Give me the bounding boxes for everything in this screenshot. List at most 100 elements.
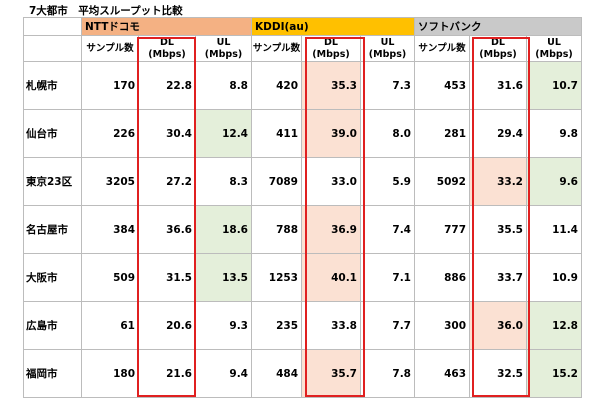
softbank-ul-cell: 9.8	[526, 109, 582, 158]
header-ul-line: UL	[547, 36, 561, 48]
docomo-dl-cell: 21.6	[138, 349, 196, 398]
carrier-docomo: NTTドコモ	[81, 17, 252, 36]
softbank-dl-cell: 31.6	[469, 61, 527, 110]
header-ul-line: (Mbps)	[204, 48, 243, 60]
softbank-dl-cell: 36.0	[469, 301, 527, 350]
table-row: 福岡市 180 21.6 9.4 484 35.7 7.8 463 32.5 15.2	[23, 349, 582, 398]
carrier-softbank: ソフトバンク	[414, 17, 582, 36]
kddi-dl-cell: 39.0	[301, 109, 361, 158]
table-row: 広島市 61 20.6 9.3 235 33.8 7.7 300 36.0 12.8	[23, 301, 582, 350]
docomo-samples-cell: 509	[81, 253, 139, 302]
softbank-ul-cell: 11.4	[526, 205, 582, 254]
header-dl-line: (Mbps)	[312, 48, 350, 60]
kddi-dl-cell: 33.0	[301, 157, 361, 206]
city-cell: 札幌市	[23, 61, 82, 110]
header-ul-line: (Mbps)	[535, 48, 573, 60]
kddi-dl-cell: 33.8	[301, 301, 361, 350]
kddi-dl-cell: 35.7	[301, 349, 361, 398]
table-row: 札幌市 170 22.8 8.8 420 35.3 7.3 453 31.6 10.7	[23, 61, 582, 110]
city-cell: 仙台市	[23, 109, 82, 158]
docomo-dl-cell: 20.6	[138, 301, 196, 350]
kddi-samples-cell: 788	[251, 205, 302, 254]
city-cell: 名古屋市	[23, 205, 82, 254]
docomo-ul-cell: 9.3	[195, 301, 252, 350]
kddi-samples-cell: 235	[251, 301, 302, 350]
header-kddi-samples: サンプル数	[251, 35, 302, 62]
kddi-ul-cell: 7.7	[360, 301, 415, 350]
kddi-ul-cell: 7.4	[360, 205, 415, 254]
docomo-dl-cell: 30.4	[138, 109, 196, 158]
header-docomo-ul: UL (Mbps)	[195, 35, 252, 62]
softbank-samples-cell: 300	[414, 301, 470, 350]
header-kddi-ul: UL (Mbps)	[360, 35, 415, 62]
city-cell: 大阪市	[23, 253, 82, 302]
softbank-samples-cell: 463	[414, 349, 470, 398]
docomo-ul-cell: 13.5	[195, 253, 252, 302]
page-title: 7大都市 平均スループット比較	[29, 5, 183, 17]
kddi-dl-cell: 35.3	[301, 61, 361, 110]
softbank-samples-cell: 886	[414, 253, 470, 302]
header-softbank-ul: UL (Mbps)	[526, 35, 582, 62]
column-header-row: サンプル数 DL (Mbps) UL (Mbps) サンプル数 DL (Mbps) UL (Mbp…	[23, 35, 582, 62]
docomo-dl-cell: 36.6	[138, 205, 196, 254]
kddi-dl-cell: 40.1	[301, 253, 361, 302]
header-dl-line: DL	[324, 36, 338, 48]
kddi-ul-cell: 7.1	[360, 253, 415, 302]
header-dl-line: (Mbps)	[148, 48, 186, 60]
softbank-samples-cell: 281	[414, 109, 470, 158]
docomo-ul-cell: 18.6	[195, 205, 252, 254]
header-dl-line: DL	[491, 36, 505, 48]
header-dl-line: DL	[160, 36, 174, 48]
kddi-ul-cell: 8.0	[360, 109, 415, 158]
kddi-samples-cell: 1253	[251, 253, 302, 302]
table-row: 名古屋市 384 36.6 18.6 788 36.9 7.4 777 35.5 11.4	[23, 205, 582, 254]
softbank-ul-cell: 9.6	[526, 157, 582, 206]
docomo-samples-cell: 180	[81, 349, 139, 398]
kddi-ul-cell: 7.3	[360, 61, 415, 110]
softbank-ul-cell: 10.7	[526, 61, 582, 110]
city-header-cell	[23, 35, 82, 62]
softbank-dl-cell: 32.5	[469, 349, 527, 398]
docomo-samples-cell: 226	[81, 109, 139, 158]
header-docomo-dl: DL (Mbps)	[138, 35, 196, 62]
throughput-table: NTTドコモ KDDI(au) ソフトバンク サンプル数 DL (Mbps) UL (M…	[23, 17, 582, 398]
header-samples-label: サンプル数	[252, 42, 301, 54]
softbank-dl-cell: 29.4	[469, 109, 527, 158]
header-ul-line: UL	[216, 36, 231, 48]
softbank-samples-cell: 5092	[414, 157, 470, 206]
header-dl-line: (Mbps)	[479, 48, 517, 60]
header-docomo-samples: サンプル数	[81, 35, 139, 62]
header-ul-line: (Mbps)	[368, 48, 407, 60]
docomo-ul-cell: 12.4	[195, 109, 252, 158]
header-samples-label: サンプル数	[418, 42, 466, 54]
docomo-samples-cell: 384	[81, 205, 139, 254]
kddi-samples-cell: 420	[251, 61, 302, 110]
header-samples-label: サンプル数	[86, 42, 134, 54]
kddi-ul-cell: 7.8	[360, 349, 415, 398]
softbank-dl-cell: 35.5	[469, 205, 527, 254]
softbank-dl-cell: 33.7	[469, 253, 527, 302]
softbank-samples-cell: 777	[414, 205, 470, 254]
docomo-ul-cell: 8.3	[195, 157, 252, 206]
docomo-dl-cell: 31.5	[138, 253, 196, 302]
softbank-ul-cell: 12.8	[526, 301, 582, 350]
kddi-samples-cell: 7089	[251, 157, 302, 206]
header-softbank-dl: DL (Mbps)	[469, 35, 527, 62]
softbank-samples-cell: 453	[414, 61, 470, 110]
softbank-ul-cell: 15.2	[526, 349, 582, 398]
docomo-ul-cell: 8.8	[195, 61, 252, 110]
softbank-ul-cell: 10.9	[526, 253, 582, 302]
docomo-dl-cell: 22.8	[138, 61, 196, 110]
city-cell: 東京23区	[23, 157, 82, 206]
kddi-ul-cell: 5.9	[360, 157, 415, 206]
kddi-dl-cell: 36.9	[301, 205, 361, 254]
table-row: 大阪市 509 31.5 13.5 1253 40.1 7.1 886 33.7 10.9	[23, 253, 582, 302]
docomo-samples-cell: 170	[81, 61, 139, 110]
table-row: 仙台市 226 30.4 12.4 411 39.0 8.0 281 29.4 9.8	[23, 109, 582, 158]
header-ul-line: UL	[380, 36, 395, 48]
docomo-samples-cell: 3205	[81, 157, 139, 206]
city-cell: 広島市	[23, 301, 82, 350]
city-cell: 福岡市	[23, 349, 82, 398]
header-kddi-dl: DL (Mbps)	[301, 35, 361, 62]
docomo-ul-cell: 9.4	[195, 349, 252, 398]
